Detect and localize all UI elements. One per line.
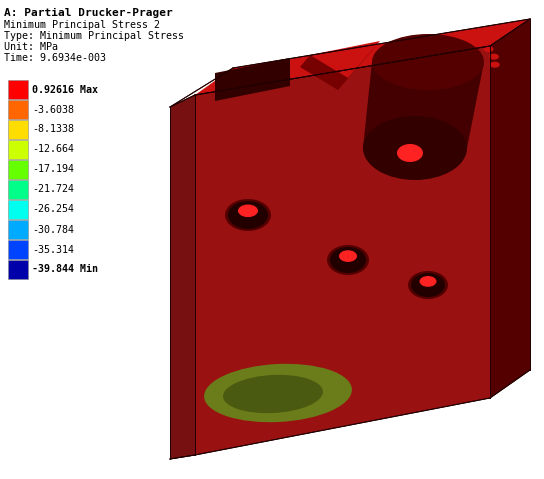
Text: 0.92616 Max: 0.92616 Max (32, 84, 98, 94)
Ellipse shape (327, 245, 369, 275)
Text: -17.194: -17.194 (32, 164, 74, 174)
Ellipse shape (339, 250, 357, 262)
Text: Unit: MPa: Unit: MPa (4, 42, 58, 52)
Bar (8, 80, 28, 99)
Bar (8, 180, 28, 199)
Ellipse shape (330, 247, 366, 273)
Ellipse shape (419, 276, 436, 287)
Text: -39.844 Min: -39.844 Min (32, 264, 98, 274)
Text: Minimum Principal Stress 2: Minimum Principal Stress 2 (4, 20, 160, 30)
Ellipse shape (223, 375, 323, 413)
Text: -30.784: -30.784 (32, 225, 74, 235)
Text: -8.1338: -8.1338 (32, 125, 74, 135)
Ellipse shape (372, 34, 484, 90)
Text: -3.6038: -3.6038 (32, 104, 74, 114)
Ellipse shape (408, 271, 448, 299)
Bar (8, 260, 28, 279)
Polygon shape (338, 41, 380, 90)
Bar (8, 240, 28, 259)
Polygon shape (195, 46, 490, 455)
Ellipse shape (228, 201, 268, 229)
Ellipse shape (225, 199, 271, 231)
Text: -26.254: -26.254 (32, 205, 74, 215)
Ellipse shape (204, 364, 352, 422)
Polygon shape (300, 55, 348, 90)
Bar (8, 200, 28, 219)
Ellipse shape (238, 205, 258, 217)
Text: A: Partial Drucker-Prager: A: Partial Drucker-Prager (4, 8, 173, 18)
Ellipse shape (489, 54, 499, 60)
Polygon shape (310, 41, 380, 78)
Bar (8, 100, 28, 119)
Ellipse shape (490, 62, 500, 68)
Polygon shape (195, 19, 530, 95)
Ellipse shape (363, 116, 467, 180)
Bar (8, 160, 28, 179)
Text: -12.664: -12.664 (32, 145, 74, 155)
Bar (8, 120, 28, 139)
Bar (8, 140, 28, 159)
Polygon shape (170, 95, 195, 459)
Ellipse shape (484, 46, 493, 52)
Polygon shape (215, 58, 290, 101)
Ellipse shape (397, 144, 423, 162)
Bar (8, 220, 28, 239)
Text: Type: Minimum Principal Stress: Type: Minimum Principal Stress (4, 31, 184, 41)
Polygon shape (363, 62, 484, 148)
Text: -35.314: -35.314 (32, 244, 74, 254)
Text: Time: 9.6934e-003: Time: 9.6934e-003 (4, 53, 106, 63)
Polygon shape (490, 19, 530, 398)
Text: -21.724: -21.724 (32, 184, 74, 194)
Ellipse shape (411, 273, 445, 297)
